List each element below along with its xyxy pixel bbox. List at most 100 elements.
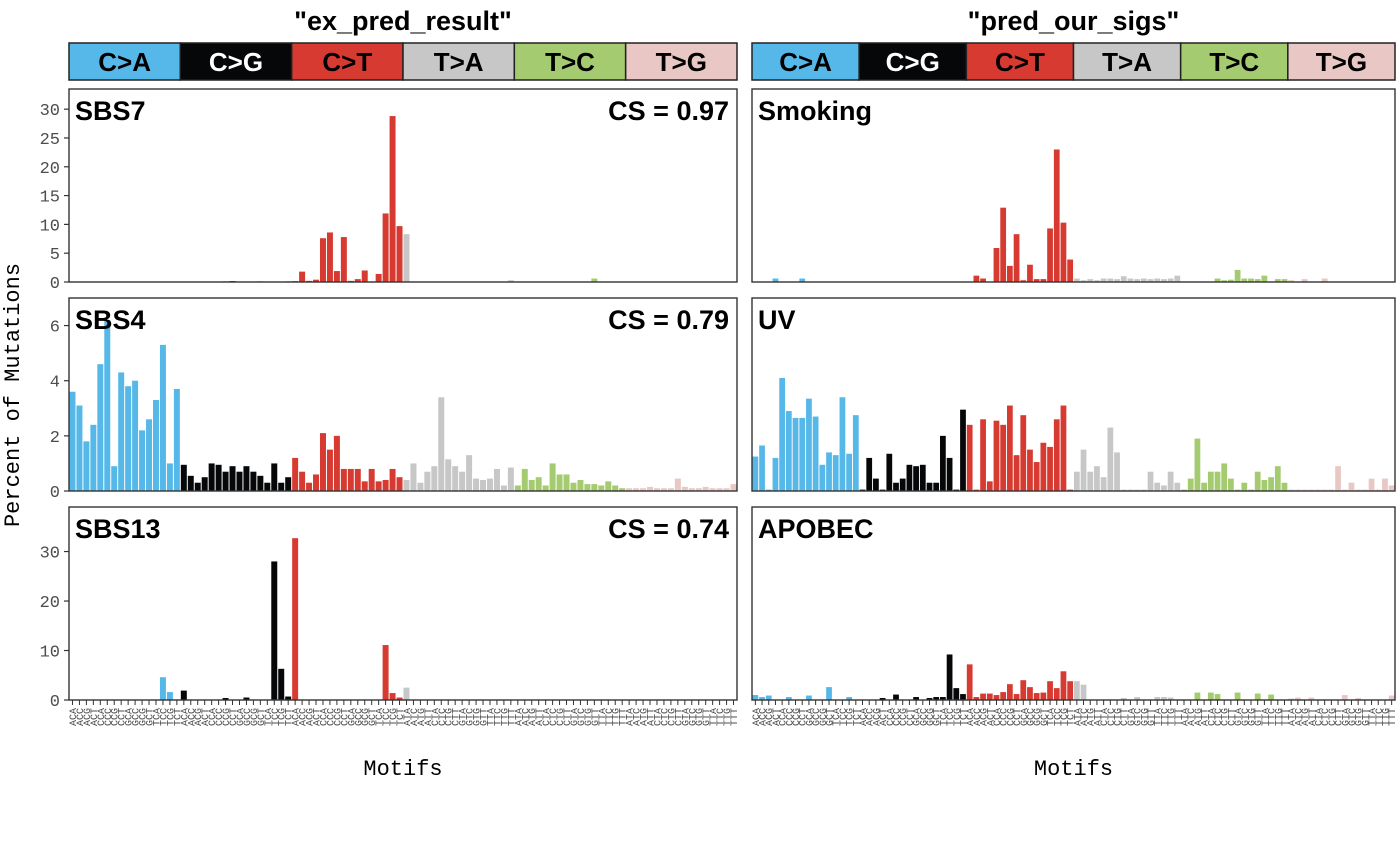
bar xyxy=(139,430,146,491)
bar xyxy=(612,485,619,491)
motif-label: TTC xyxy=(1160,708,1171,726)
bar xyxy=(765,695,772,700)
bar xyxy=(389,693,396,700)
motif-label: ACC xyxy=(299,708,310,726)
bar xyxy=(1221,463,1228,491)
bar xyxy=(893,482,899,491)
bar xyxy=(1027,264,1033,282)
motif-label: ACT xyxy=(201,708,212,726)
motif-label: ACC xyxy=(973,708,984,726)
motif-label: CCC xyxy=(326,708,337,726)
motif-label: TCG xyxy=(953,708,964,726)
bar xyxy=(403,479,410,491)
bar xyxy=(1335,466,1341,491)
motif-label: TTG xyxy=(1274,708,1285,726)
motif-label: GCG xyxy=(361,708,372,726)
motif-label: GCT xyxy=(1040,708,1051,726)
bar xyxy=(973,275,980,282)
motif-label: GTG xyxy=(584,708,595,726)
motif-label: CCT xyxy=(906,708,917,726)
motif-label: CTA xyxy=(1100,708,1111,726)
motif-label: CCT xyxy=(1013,708,1024,726)
motif-label: CTA xyxy=(1207,708,1218,726)
bar xyxy=(403,234,410,282)
bar xyxy=(993,695,1000,700)
motif-label: ATA xyxy=(514,708,525,726)
strip-C-to-A xyxy=(68,42,182,81)
bar xyxy=(605,481,612,491)
bar xyxy=(839,397,846,491)
motif-label: TCG xyxy=(278,708,289,726)
strip-label: T>A xyxy=(1102,47,1152,77)
bar xyxy=(1274,279,1281,282)
motif-label: TCA xyxy=(375,708,386,726)
motif-label: CTT xyxy=(1335,708,1346,726)
motif-label: CTC xyxy=(1107,708,1118,726)
y-tick-label: 30 xyxy=(40,545,60,564)
bar xyxy=(250,471,257,491)
bar xyxy=(1114,452,1120,491)
motif-label: ATT xyxy=(647,708,658,726)
bar xyxy=(1013,694,1020,700)
bar xyxy=(375,481,382,491)
motif-label: GTT xyxy=(480,708,491,726)
motif-label: TTA xyxy=(709,708,720,726)
motif-label: CTC xyxy=(549,708,560,726)
bar xyxy=(493,468,500,491)
bar xyxy=(319,238,326,282)
motif-label: ATG xyxy=(640,708,651,726)
motif-label: ACT xyxy=(986,708,997,726)
bar xyxy=(846,453,852,491)
bar xyxy=(500,485,507,491)
bar xyxy=(1241,278,1248,282)
bar xyxy=(1295,697,1301,700)
motif-label: GCC xyxy=(812,708,823,726)
bar xyxy=(563,474,570,491)
bar xyxy=(159,677,166,700)
panel-sbs4: 0 2 4 6 SBS4 CS = 0.79 xyxy=(50,297,738,503)
bar xyxy=(919,464,926,491)
motif-label: ACT xyxy=(879,708,890,726)
motif-label: GTA xyxy=(1127,708,1138,726)
bar xyxy=(785,411,792,491)
bar xyxy=(913,697,919,700)
bar xyxy=(166,463,173,491)
bar xyxy=(819,464,826,491)
bar xyxy=(1161,485,1167,491)
strip-label: T>G xyxy=(656,47,707,77)
motif-label: CTC xyxy=(1321,708,1332,726)
signature-label: SBS4 xyxy=(75,305,146,335)
motif-label: TCC xyxy=(1053,708,1064,726)
strip-C-to-T xyxy=(290,42,404,81)
bar xyxy=(1033,462,1040,491)
bar xyxy=(521,468,528,491)
bar xyxy=(1274,466,1281,491)
bar xyxy=(90,424,97,491)
bar xyxy=(1000,692,1007,700)
motif-label: GTT xyxy=(1147,708,1158,726)
bar xyxy=(785,697,792,700)
bar xyxy=(1281,279,1288,282)
motif-label: ATA xyxy=(403,708,414,726)
bar xyxy=(926,698,933,700)
motif-label: CCA xyxy=(993,708,1004,726)
bar xyxy=(716,488,723,491)
strip-T-to-C xyxy=(513,42,627,81)
bar xyxy=(1301,279,1308,282)
motif-label: ACA xyxy=(69,708,80,726)
motif-label: TCG xyxy=(846,708,857,726)
motif-label: GTG xyxy=(1247,708,1258,726)
bar xyxy=(1080,684,1087,700)
motif-label: CTG xyxy=(445,708,456,726)
motif-label: ACA xyxy=(966,708,977,726)
motif-label: CCT xyxy=(799,708,810,726)
motif-label: TTA xyxy=(1261,708,1272,726)
motif-label: ACA xyxy=(752,708,763,726)
bar xyxy=(313,279,320,282)
bar xyxy=(1254,693,1261,700)
bar xyxy=(1134,697,1141,700)
motif-label: GCG xyxy=(819,708,830,726)
y-tick-label: 0 xyxy=(50,693,60,712)
motif-label: TTA xyxy=(1368,708,1379,726)
motif-label: ATC xyxy=(521,708,532,726)
